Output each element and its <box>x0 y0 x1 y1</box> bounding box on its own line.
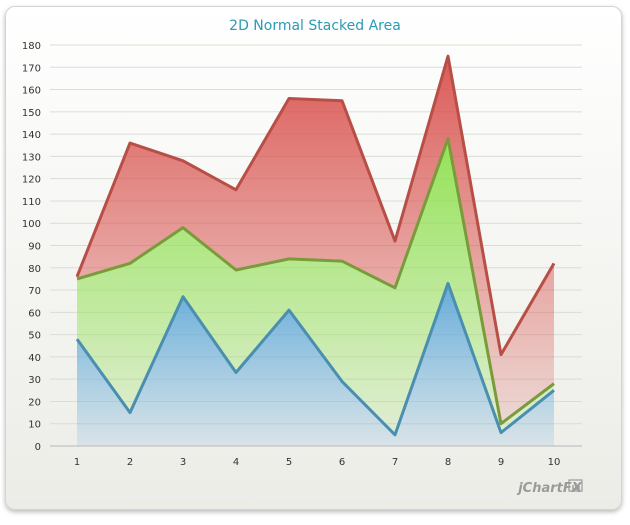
y-tick-label: 150 <box>22 108 41 119</box>
y-tick-label: 70 <box>28 286 41 297</box>
y-tick-label: 60 <box>28 308 41 319</box>
series-lines <box>75 54 556 437</box>
x-axis-ticks: 1 2 3 4 5 6 7 8 9 10 <box>74 457 561 468</box>
y-tick-label: 160 <box>22 86 41 97</box>
y-tick-label: 130 <box>22 152 41 163</box>
y-tick-label: 120 <box>22 175 41 186</box>
x-tick-label: 7 <box>392 457 398 468</box>
y-tick-label: 100 <box>22 219 41 230</box>
y-tick-label: 40 <box>28 353 41 364</box>
y-tick-label: 110 <box>22 197 41 208</box>
x-tick-label: 1 <box>74 457 80 468</box>
y-tick-label: 50 <box>28 331 41 342</box>
x-tick-label: 4 <box>233 457 239 468</box>
series-2-area <box>77 138 554 435</box>
x-tick-label: 6 <box>339 457 345 468</box>
x-tick-label: 5 <box>286 457 292 468</box>
y-tick-label: 140 <box>22 130 41 141</box>
y-tick-label: 80 <box>28 264 41 275</box>
jchartfx-logo: jChartFX <box>516 481 583 496</box>
series-3-area <box>77 56 554 424</box>
x-tick-label: 8 <box>445 457 451 468</box>
x-tick-label: 10 <box>548 457 561 468</box>
x-tick-label: 3 <box>180 457 186 468</box>
y-tick-label: 170 <box>22 63 41 74</box>
x-tick-label: 9 <box>498 457 504 468</box>
chart-title: 2D Normal Stacked Area <box>229 18 401 34</box>
y-tick-label: 30 <box>28 375 41 386</box>
y-tick-label: 20 <box>28 397 41 408</box>
jchartfx-logo-icon <box>568 479 583 492</box>
x-tick-label: 2 <box>127 457 133 468</box>
series-2-line <box>76 137 555 426</box>
series-1-line <box>75 281 555 437</box>
y-tick-label: 180 <box>22 41 41 52</box>
y-tick-label: 90 <box>28 242 41 253</box>
y-tick-label: 0 <box>35 442 41 453</box>
y-tick-label: 10 <box>28 420 41 431</box>
y-axis-ticks: 0 10 20 30 40 50 60 70 80 90 100 110 120 130 140 150 160… <box>22 41 41 453</box>
series-3-line <box>75 54 556 357</box>
